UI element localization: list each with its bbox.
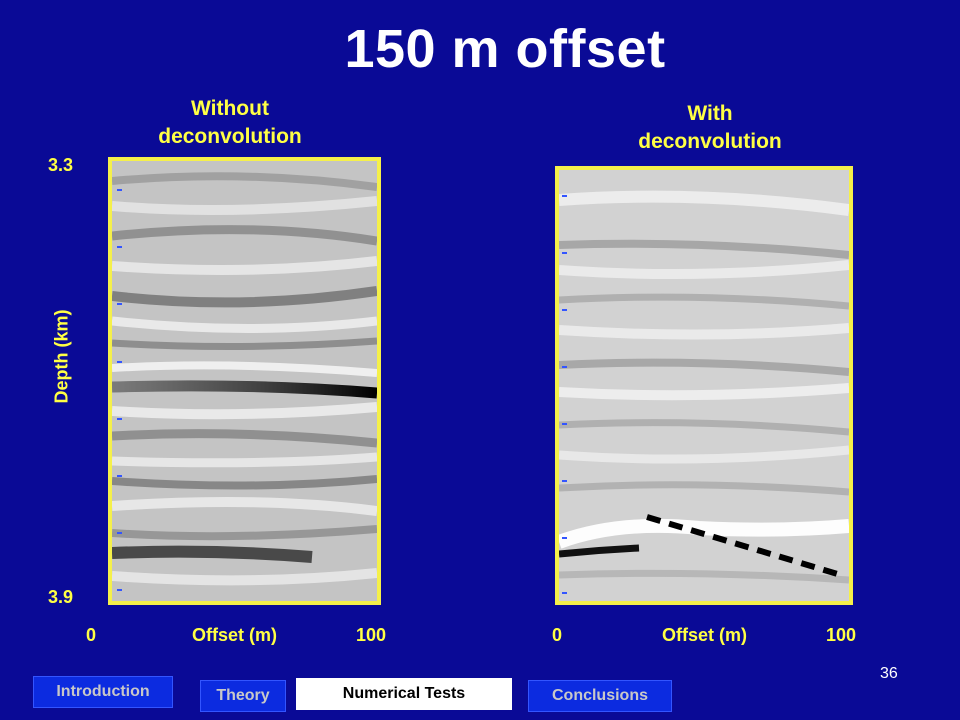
- left-offset-axis-label: Offset (m): [192, 625, 277, 645]
- right-panel-title-line1: With: [687, 102, 733, 125]
- left-panel-title-line2: deconvolution: [158, 125, 302, 148]
- right-offset-axis-label: Offset (m): [662, 625, 747, 645]
- depth-top-label: 3.3: [48, 155, 74, 175]
- left-offset-max: 100: [356, 625, 387, 645]
- nav-conclusions-button[interactable]: Conclusions: [528, 680, 672, 712]
- right-offset-max: 100: [826, 625, 857, 645]
- slide-title: 150 m offset: [344, 19, 666, 79]
- right-panel-title-line2: deconvolution: [638, 130, 782, 153]
- nav-theory-button[interactable]: Theory: [200, 680, 286, 712]
- seismic-image-right: [559, 170, 849, 601]
- left-panel-title: Without deconvolution: [140, 95, 320, 151]
- nav-numerical-tests-button[interactable]: Numerical Tests: [296, 678, 512, 710]
- right-tick-marks: [562, 195, 567, 594]
- slide-number: 36: [880, 665, 898, 682]
- left-panel-title-line1: Without: [191, 97, 269, 120]
- nav-introduction-button[interactable]: Introduction: [33, 676, 173, 708]
- dashed-reflector-line: [646, 514, 842, 578]
- left-tick-marks: [117, 189, 122, 591]
- seismic-panel-without-deconvolution: [108, 157, 381, 605]
- depth-axis-label: Depth (km): [51, 309, 72, 404]
- seismic-image-left: [112, 161, 377, 601]
- right-panel-title: With deconvolution: [620, 100, 800, 156]
- seismic-panel-with-deconvolution: [555, 166, 853, 605]
- left-offset-min: 0: [86, 625, 97, 645]
- right-offset-min: 0: [552, 625, 563, 645]
- depth-bottom-label: 3.9: [48, 587, 74, 607]
